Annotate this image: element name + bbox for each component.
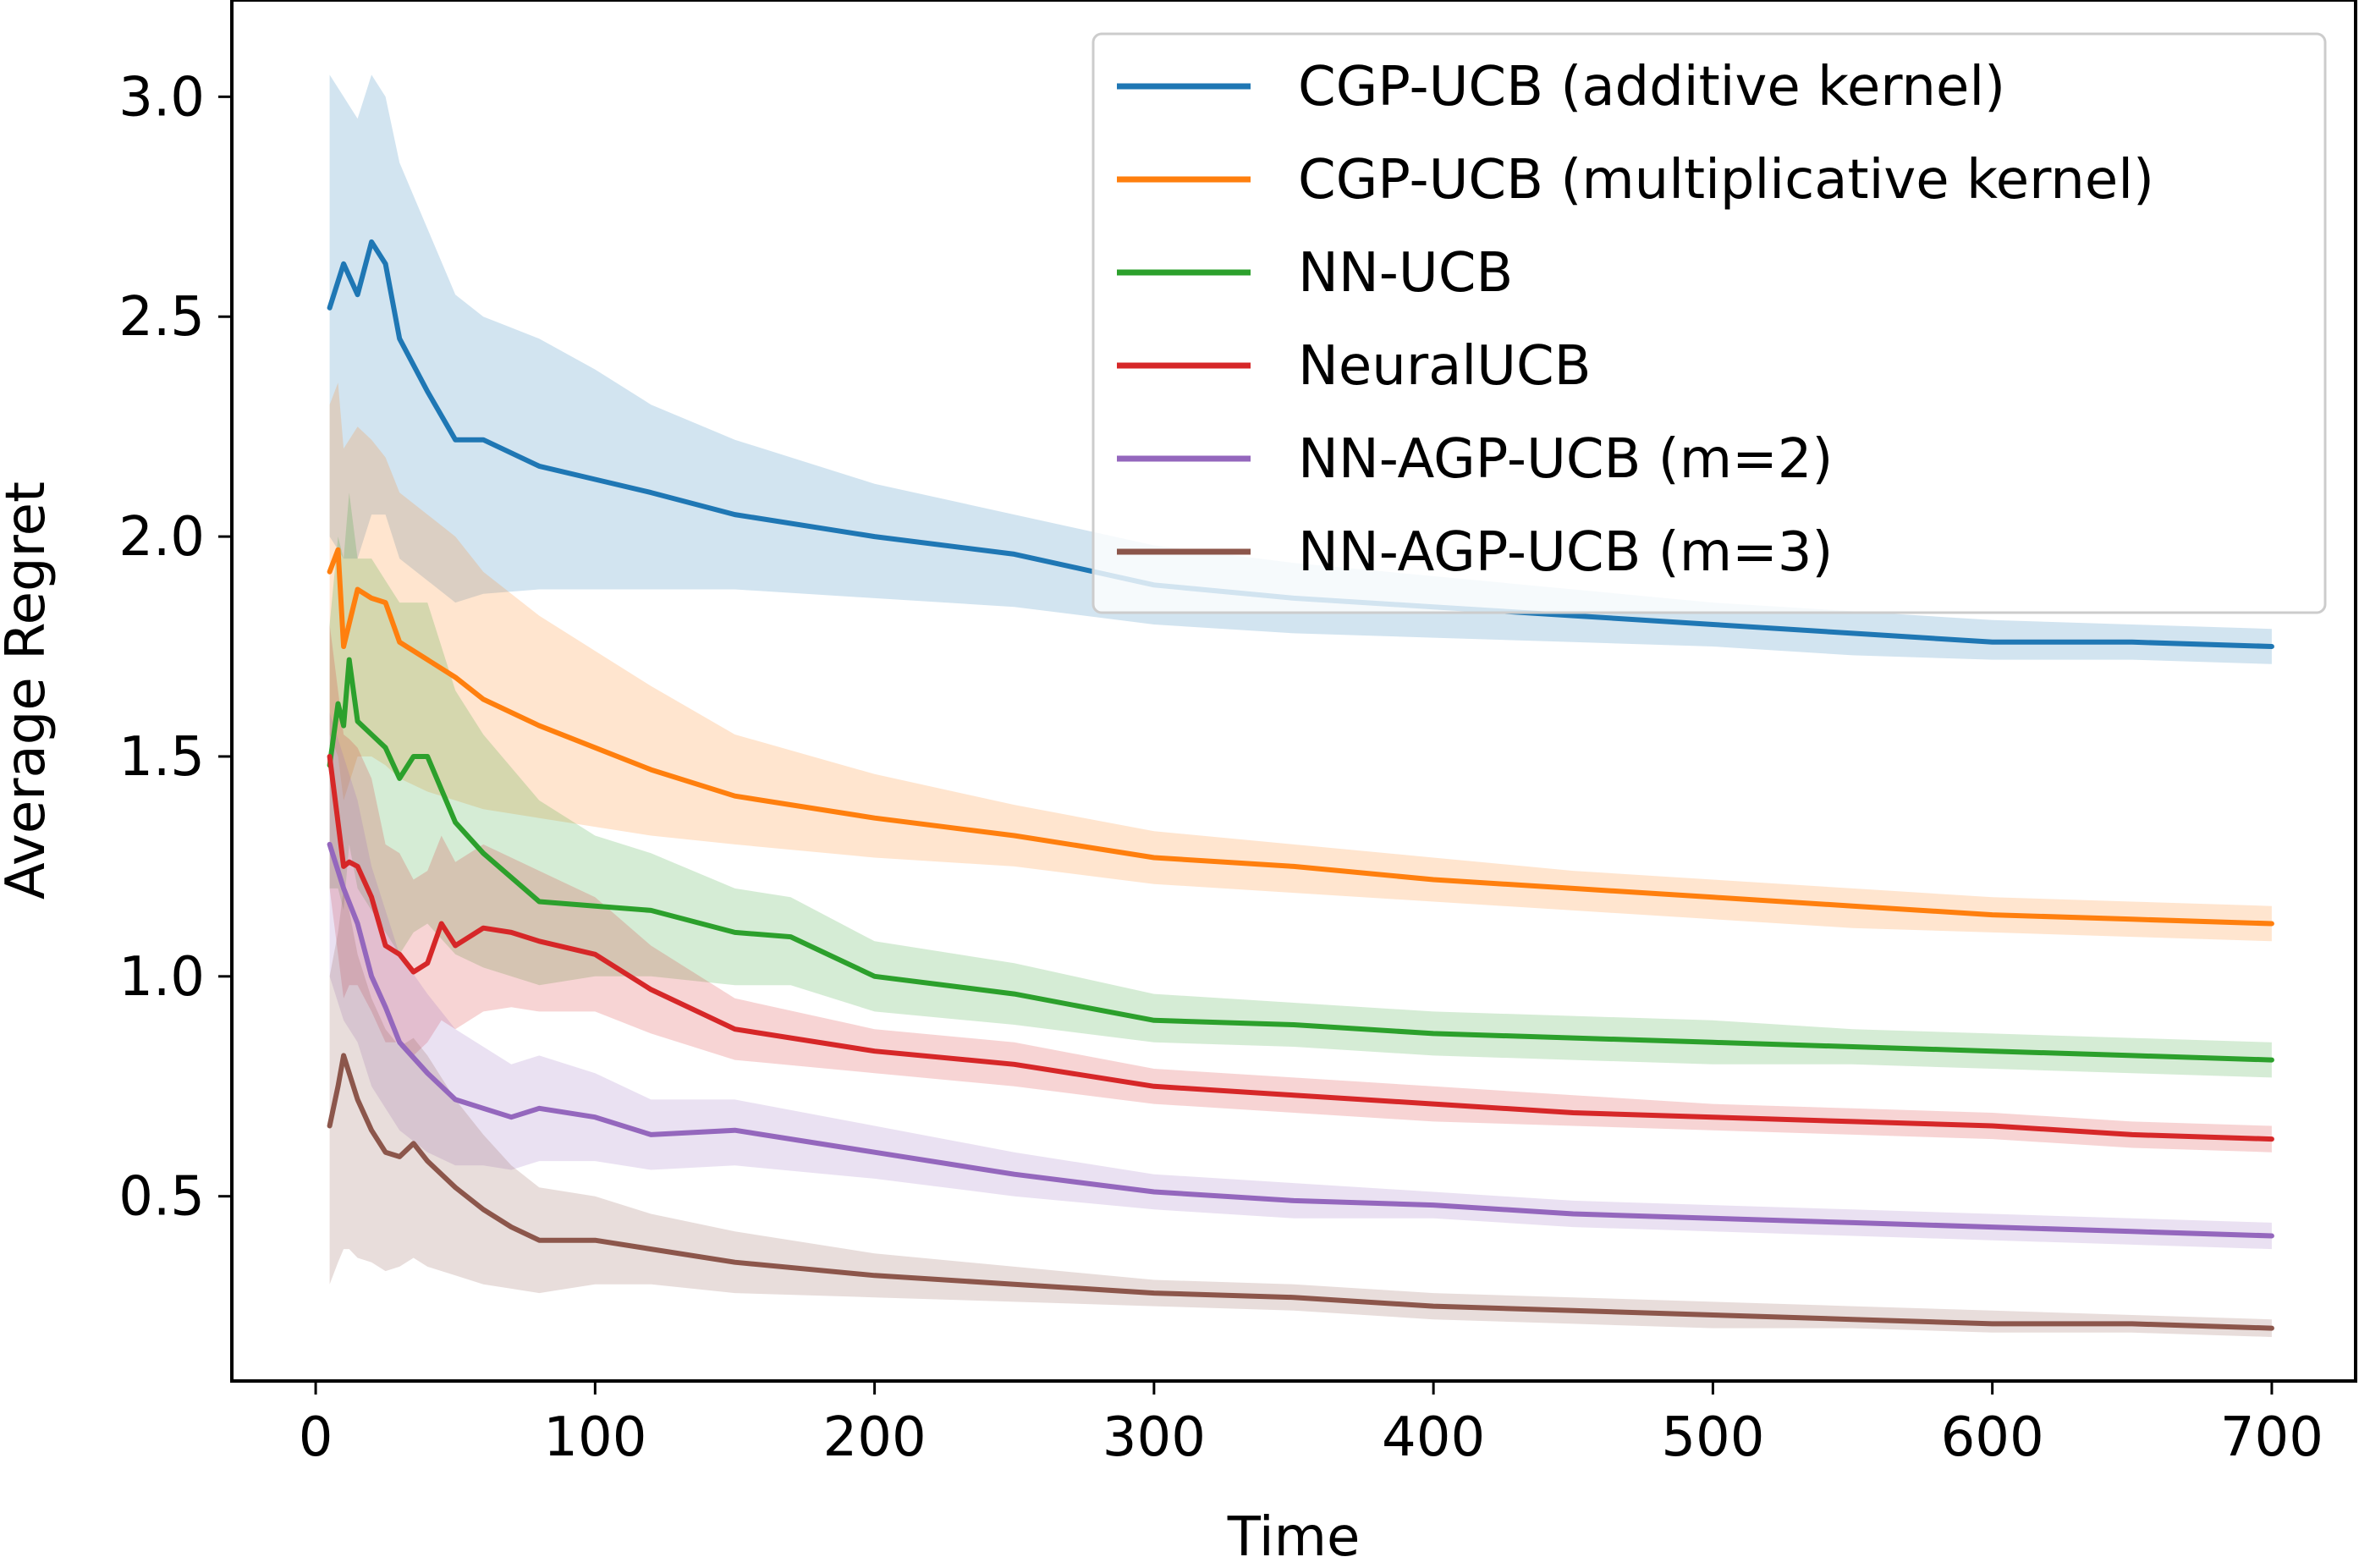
y-tick-label-4: 2.5 <box>118 286 205 349</box>
confidence-band-1 <box>329 382 2272 942</box>
y-tick-label-5: 3.0 <box>118 66 205 129</box>
y-tick-label-1: 1.0 <box>118 946 205 1009</box>
x-tick-label-6: 600 <box>1941 1406 2044 1469</box>
x-tick-label-3: 300 <box>1103 1406 1206 1469</box>
legend: CGP-UCB (additive kernel) CGP-UCB (multip… <box>1092 32 2327 614</box>
y-tick-label-2: 1.5 <box>118 726 205 789</box>
series-line-0 <box>327 239 2274 649</box>
x-axis: 0 100 200 300 400 500 600 700 <box>299 1381 2323 1469</box>
series-line-3 <box>327 754 2274 1142</box>
legend-label-0: CGP-UCB (additive kernel) <box>1298 56 2005 118</box>
y-axis: 0.5 1.0 1.5 2.0 2.5 3.0 <box>118 66 232 1229</box>
x-tick-label-0: 0 <box>299 1406 333 1469</box>
y-tick-label-3: 2.0 <box>118 506 205 569</box>
x-tick-label-4: 400 <box>1382 1406 1485 1469</box>
series-line-2 <box>327 657 2274 1063</box>
confidence-bands <box>329 74 2272 1337</box>
confidence-band-0 <box>329 74 2272 664</box>
legend-label-5: NN-AGP-UCB (m=3) <box>1298 521 1833 584</box>
x-tick-label-7: 700 <box>2220 1406 2323 1469</box>
y-tick-label-0: 0.5 <box>118 1166 205 1229</box>
plot-frame <box>230 0 2357 1383</box>
confidence-band-3 <box>329 624 2272 1153</box>
legend-label-2: NN-UCB <box>1298 242 1513 305</box>
x-tick-label-1: 100 <box>543 1406 646 1469</box>
series-lines <box>327 239 2274 1331</box>
legend-box <box>1092 32 2327 614</box>
series-line-5 <box>327 1053 2274 1331</box>
y-axis-label: Average Regret <box>0 481 58 900</box>
x-tick-label-5: 500 <box>1661 1406 1764 1469</box>
x-tick-label-2: 200 <box>823 1406 927 1469</box>
confidence-band-4 <box>329 712 2272 1250</box>
legend-label-3: NeuralUCB <box>1298 335 1592 398</box>
series-line-1 <box>327 547 2274 927</box>
series-line-4 <box>327 841 2274 1239</box>
x-axis-label: Time <box>1227 1506 1361 1564</box>
legend-label-1: CGP-UCB (multiplicative kernel) <box>1298 149 2154 212</box>
confidence-band-2 <box>329 492 2272 1078</box>
legend-label-4: NN-AGP-UCB (m=2) <box>1298 428 1833 491</box>
